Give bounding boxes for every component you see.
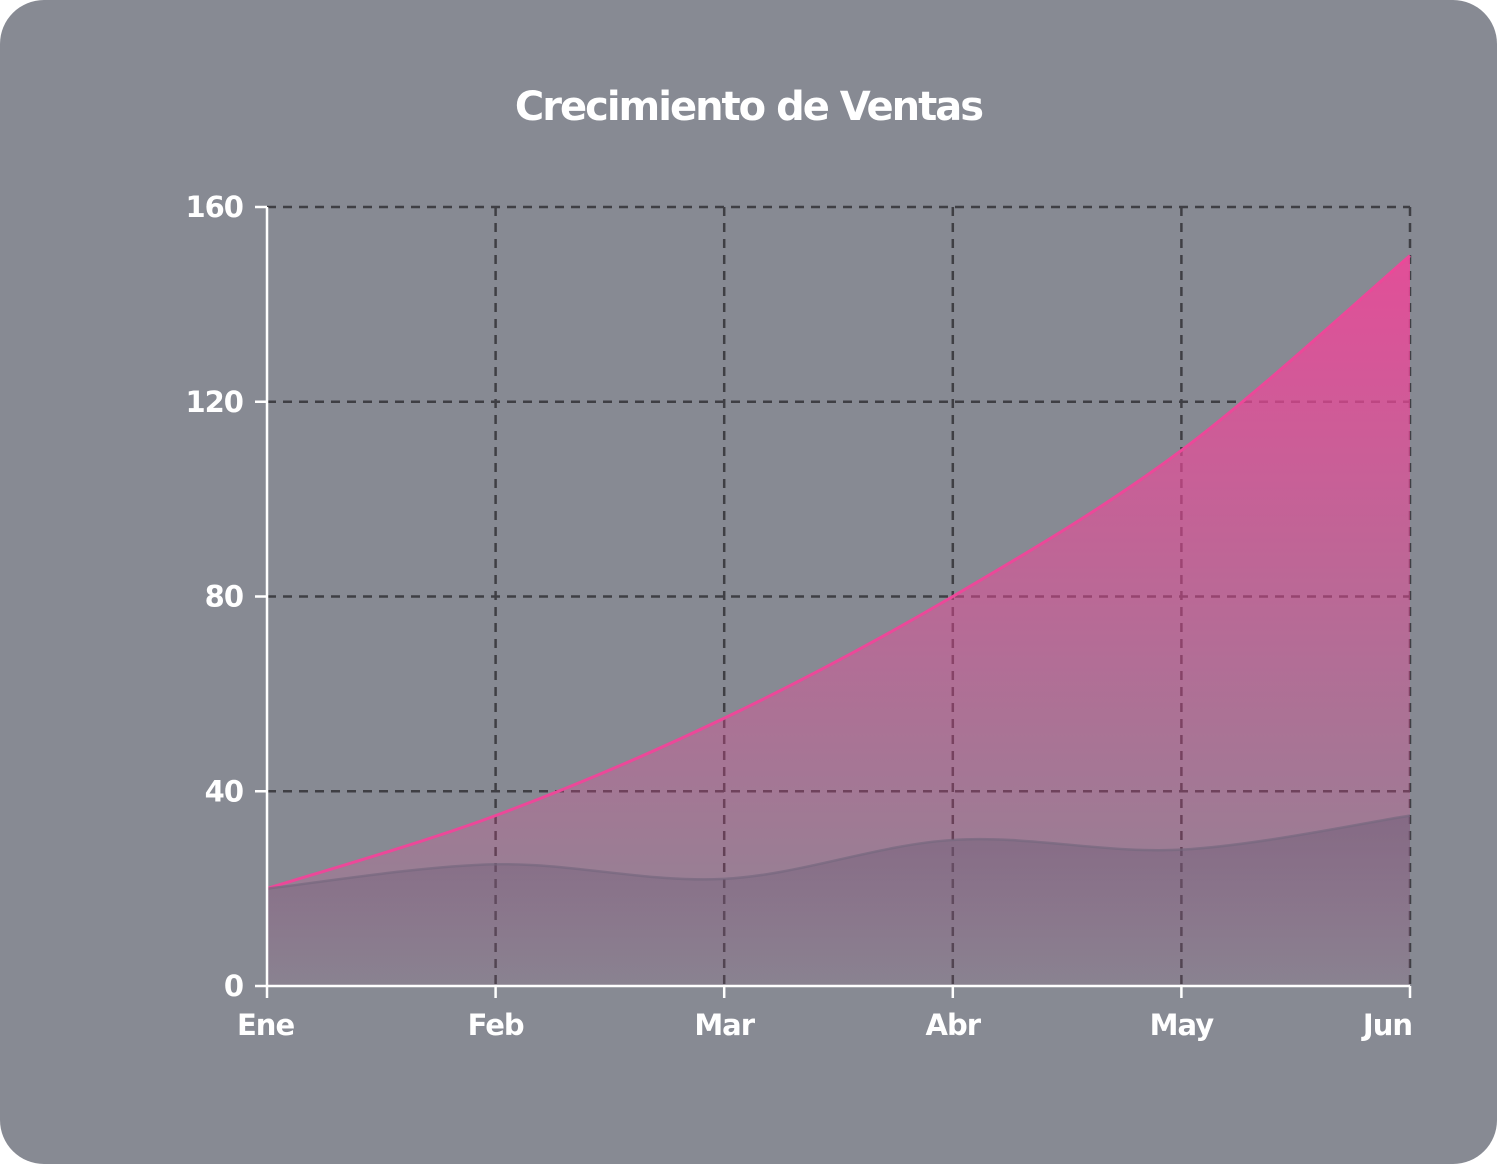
y-tick-label: 160 bbox=[185, 190, 243, 224]
x-tick-label: Mar bbox=[694, 1008, 755, 1042]
series-line-2 bbox=[266, 814, 1411, 890]
chart-title: Crecimiento de Ventas bbox=[514, 84, 984, 130]
series-area-2 bbox=[267, 815, 1410, 986]
x-tick-label: Ene bbox=[237, 1008, 294, 1042]
y-tick-label: 0 bbox=[224, 969, 243, 1003]
y-tick-label: 80 bbox=[205, 580, 243, 614]
x-tick-label: Abr bbox=[926, 1008, 982, 1042]
x-tick-label: May bbox=[1150, 1008, 1215, 1042]
x-tick-label: Feb bbox=[468, 1008, 524, 1042]
y-tick-label: 120 bbox=[185, 385, 243, 419]
y-tick-label: 40 bbox=[205, 774, 243, 808]
series-area-1 bbox=[267, 255, 1410, 986]
x-tick-label: Jun bbox=[1361, 1008, 1412, 1042]
series-line-1 bbox=[266, 254, 1411, 891]
